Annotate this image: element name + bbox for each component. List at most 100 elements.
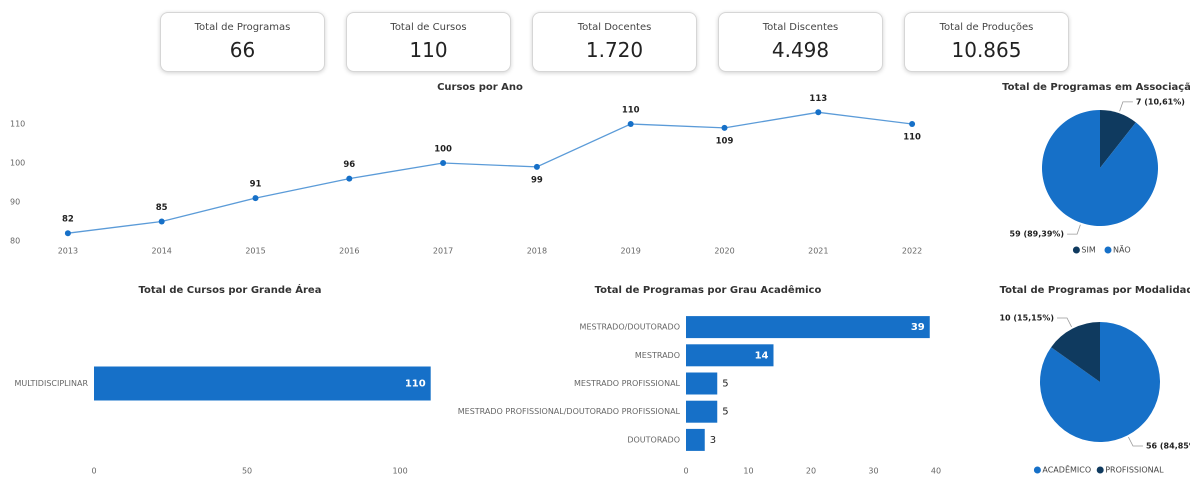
bar (686, 316, 930, 339)
chart-title: Total de Cursos por Grande Área (139, 283, 322, 296)
kpi-card: Total de Programas 66 (160, 12, 325, 72)
x-tick-label: 2021 (808, 247, 828, 256)
x-tick-label: 50 (242, 467, 252, 476)
x-tick-label: 2019 (621, 247, 641, 256)
kpi-card: Total de Produções 10.865 (904, 12, 1069, 72)
line (67, 111, 913, 234)
chart-title: Total de Programas em Associação (1002, 82, 1190, 93)
pie-slice (1100, 109, 1136, 168)
category-label: MULTIDISCIPLINAR (14, 379, 88, 388)
kpi-label: Total de Produções (939, 22, 1034, 33)
x-tick-label: 30 (868, 467, 878, 476)
legend-marker (1096, 466, 1104, 474)
data-label: 85 (156, 203, 168, 213)
kpi-value: 10.865 (951, 38, 1022, 62)
data-label: 14 (755, 350, 769, 361)
x-tick-label: 2020 (714, 247, 734, 256)
y-tick-label: 110 (10, 120, 25, 129)
data-label: 100 (434, 145, 452, 155)
data-label: 5 (722, 407, 728, 418)
legend-marker (1104, 246, 1112, 254)
legend-label: NÃO (1113, 245, 1131, 255)
x-tick-label: 2016 (339, 247, 359, 256)
bar (686, 344, 774, 367)
x-tick-label: 10 (743, 467, 753, 476)
leader-line (1128, 436, 1143, 447)
bar (686, 400, 718, 423)
legend-label: SIM (1081, 246, 1095, 255)
data-label: 5 (722, 379, 728, 390)
point (627, 121, 634, 127)
kpi-card: Total Docentes 1.720 (532, 12, 697, 72)
bar (94, 366, 431, 401)
pie-slice (1042, 110, 1159, 226)
data-label: 96 (343, 160, 355, 170)
kpi-label: Total de Programas (194, 22, 291, 33)
leader-line (1067, 224, 1081, 235)
kpi-label: Total de Cursos (390, 22, 467, 33)
kpi-card: Total Discentes 4.498 (718, 12, 883, 72)
data-label: 99 (531, 175, 543, 185)
kpi-card: Total de Cursos 110 (346, 12, 511, 72)
data-label: 39 (911, 322, 925, 333)
category-label: MESTRADO PROFISSIONAL (574, 379, 681, 388)
x-tick-label: 40 (931, 467, 941, 476)
point (64, 230, 71, 237)
data-label: 110 (903, 133, 921, 143)
y-tick-label: 100 (10, 159, 25, 168)
x-tick-label: 100 (392, 467, 407, 476)
data-label: 113 (809, 94, 827, 104)
legend-marker (1072, 246, 1080, 254)
data-label: 110 (405, 379, 426, 390)
category-label: MESTRADO (635, 351, 680, 360)
leader-line (1057, 317, 1072, 328)
x-tick-label: 2014 (152, 247, 172, 256)
y-tick-label: 80 (10, 237, 20, 246)
data-label: 109 (716, 136, 734, 146)
kpi-label: Total Docentes (577, 22, 652, 33)
kpi-value: 110 (409, 38, 448, 62)
data-label: 56 (84,85%) (1146, 441, 1190, 450)
point (815, 109, 822, 116)
point (158, 218, 165, 225)
x-tick-label: 2022 (902, 247, 922, 256)
x-tick-label: 2017 (433, 247, 453, 256)
point (346, 175, 353, 182)
leader-line (1119, 101, 1133, 112)
data-label: 7 (10,61%) (1136, 97, 1185, 106)
bar (686, 428, 705, 451)
data-label: 82 (62, 215, 74, 225)
data-label: 3 (710, 435, 716, 446)
x-tick-label: 2013 (58, 247, 78, 256)
point (440, 160, 447, 166)
point (909, 121, 916, 127)
kpi-label: Total Discentes (762, 22, 839, 33)
chart-title: Total de Programas por Modalidade (1000, 285, 1190, 296)
x-tick-label: 0 (683, 467, 688, 476)
legend-marker (1033, 466, 1041, 474)
pie-slice (1051, 322, 1100, 382)
point (252, 195, 259, 202)
data-label: 10 (15,15%) (999, 314, 1054, 323)
data-label: 91 (250, 180, 262, 190)
x-tick-label: 2015 (245, 247, 265, 256)
category-label: MESTRADO PROFISSIONAL/DOUTORADO PROFISSI… (458, 407, 681, 416)
category-label: DOUTORADO (627, 435, 680, 444)
legend-label: ACADÊMICO (1042, 464, 1091, 475)
data-label: 59 (89,39%) (1010, 230, 1065, 239)
chart-title: Cursos por Ano (437, 82, 523, 93)
y-tick-label: 90 (10, 198, 20, 207)
x-tick-label: 20 (806, 467, 816, 476)
kpi-value: 1.720 (585, 38, 644, 62)
category-label: MESTRADO/DOUTORADO (580, 323, 680, 332)
chart-title: Total de Programas por Grau Acadêmico (595, 284, 822, 296)
kpi-value: 66 (229, 38, 256, 62)
point (533, 163, 540, 170)
bar (686, 372, 718, 395)
x-tick-label: 0 (91, 467, 96, 476)
legend-label: PROFISSIONAL (1105, 466, 1164, 475)
kpi-value: 4.498 (771, 38, 830, 62)
point (721, 124, 728, 131)
